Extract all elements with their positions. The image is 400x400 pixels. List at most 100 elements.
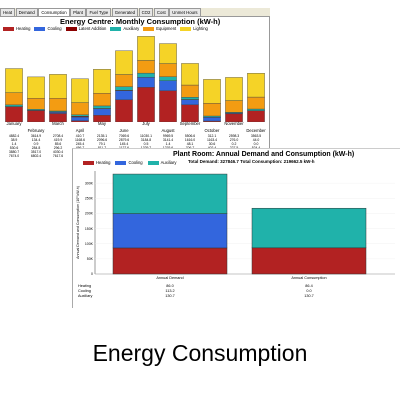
bar-april-lighting <box>71 78 89 103</box>
x-tick-label: January <box>6 121 22 126</box>
y-tick-label: 250K <box>85 196 94 200</box>
row-label: Cooling <box>78 289 91 293</box>
bar-june-lighting <box>115 50 133 75</box>
legend-item-equipment: Equipment <box>143 26 176 31</box>
table-cell: 44.0 <box>252 138 260 142</box>
bar-september-equipment <box>181 84 199 98</box>
table-cell: 38.9 <box>10 138 18 142</box>
legend-label: Auxiliary <box>123 26 140 31</box>
chart2-title: Plant Room: Annual Demand and Consumptio… <box>173 151 355 158</box>
table-cell: 7674.0 <box>8 154 20 158</box>
bar-january-heating <box>5 106 23 122</box>
table-cell: 11030.1 <box>139 134 153 138</box>
bar-november-equipment <box>225 100 243 113</box>
table-cell: 276.0 <box>229 138 239 142</box>
chart2-subtitle: Total Demand: 327846.7 Total Consumption… <box>188 159 315 164</box>
y-tick-label: 100K <box>85 242 94 246</box>
table-cell: 3141.4 <box>162 138 174 142</box>
bar-august-cooling <box>159 80 177 91</box>
legend-swatch <box>143 26 155 31</box>
bar-january-lighting <box>5 68 23 93</box>
legend-label: Heating <box>16 26 31 31</box>
legend-swatch <box>3 26 14 31</box>
table-cell: 79.1 <box>98 142 106 146</box>
month-labels: January February March April May June July Augu… <box>3 121 267 135</box>
caption: Energy Consumption <box>92 340 308 366</box>
bar-september-heating <box>181 104 199 122</box>
table-cell: 4030.4 <box>52 150 64 154</box>
legend-item-cooling: Cooling <box>34 26 62 31</box>
legend-label: Heating <box>96 160 111 165</box>
table-cell: 3614.9 <box>30 134 42 138</box>
bar-august-equipment <box>159 63 177 77</box>
x-tick-label: May <box>98 121 106 126</box>
tab-generated[interactable]: Generated <box>111 8 139 16</box>
bar-december-equipment <box>247 96 265 110</box>
bar-may-lighting <box>93 69 111 94</box>
bar-august-heating <box>159 90 177 122</box>
table-cell: 1168.6 <box>74 138 86 142</box>
bar-annual-consumption-auxiliary <box>251 207 367 249</box>
chart-legend: Heating Cooling Latent Addition Auxiliary Eq… <box>3 26 208 31</box>
table-cell: 130.7 <box>304 294 314 298</box>
bar-august-lighting <box>159 43 177 64</box>
tab-heat[interactable]: Heat <box>0 8 16 16</box>
legend-label: Auxiliary <box>160 160 177 165</box>
bar-april-equipment <box>71 102 89 116</box>
monthly-consumption-chart <box>5 36 265 122</box>
x-tick-label: July <box>142 121 150 126</box>
table-cell: 1163.4 <box>206 138 218 142</box>
tab-unmet-hours[interactable]: Unmet Hours <box>169 8 201 16</box>
table-cell: 0.0 <box>253 142 259 146</box>
legend-swatch <box>110 26 122 31</box>
bar-october-lighting <box>203 79 221 104</box>
tab-fuel-type[interactable]: Fuel Type <box>86 8 112 16</box>
y-tick-label: 150K <box>85 227 94 231</box>
tab-consumption[interactable]: Consumption <box>38 8 70 16</box>
legend-label: Equipment <box>156 26 177 31</box>
table-cell: 4882.4 <box>8 134 20 138</box>
legend-swatch <box>65 26 77 31</box>
bar-june-equipment <box>115 74 133 87</box>
tab-demand[interactable]: Demand <box>15 8 38 16</box>
x-tick-label: November <box>224 121 244 126</box>
table-cell: 5506.6 <box>184 134 196 138</box>
tab-bar: Heat Demand Consumption Plant Fuel Type Gener… <box>0 8 270 17</box>
legend-item-auxiliary: Auxiliary <box>147 160 177 165</box>
table-cell: 3563.5 <box>250 134 262 138</box>
bar-october-equipment <box>203 103 221 117</box>
row-label: Heating <box>78 284 92 288</box>
tab-cost[interactable]: Cost <box>153 8 169 16</box>
bar-june-cooling <box>115 90 133 100</box>
table-cell: 2708.4 <box>52 134 64 138</box>
table-column: 3614.9 134.4 0.9 284.8 3517.0 6802.4 <box>31 134 41 158</box>
bar-september-cooling <box>181 99 199 105</box>
legend-swatch <box>115 160 127 165</box>
table-cell: 312.1 <box>207 134 217 138</box>
bar-december-lighting <box>247 73 265 98</box>
bar-november-lighting <box>225 77 243 101</box>
table-cell: 3517.0 <box>30 150 42 154</box>
table-cell: 419.9 <box>53 138 63 142</box>
table-cell: 0.0 <box>306 289 312 293</box>
row-label: Auxiliary <box>78 294 93 298</box>
table-cell: 2135.1 <box>96 134 108 138</box>
table-cell: 134.4 <box>31 138 41 142</box>
bar-march-equipment <box>49 98 67 112</box>
tab-co2[interactable]: CO2 <box>138 8 154 16</box>
table-column: 4882.4 38.9 1.4 530.6 3880.7 7674.0 <box>9 134 19 158</box>
x-tick-label: April <box>75 128 85 133</box>
table-cell: 85.6 <box>54 142 62 146</box>
x-tick-label: Annual Demand <box>156 276 183 280</box>
x-tick-label: December <box>246 128 266 133</box>
tab-plant[interactable]: Plant <box>70 8 86 16</box>
bar-may-cooling <box>93 108 111 116</box>
bar-december-auxiliary <box>247 108 265 111</box>
y-tick-label: 50K <box>87 257 94 261</box>
table-column: 2708.4 419.9 85.6 296.2 4030.4 7617.6 <box>53 134 63 158</box>
table-cell: 0.2 <box>231 142 237 146</box>
x-tick-label: Annual Consumption <box>291 276 326 280</box>
legend-label: Cooling <box>128 160 143 165</box>
table-cell: 48.1 <box>186 142 194 146</box>
table-cell: 410.7 <box>75 134 85 138</box>
